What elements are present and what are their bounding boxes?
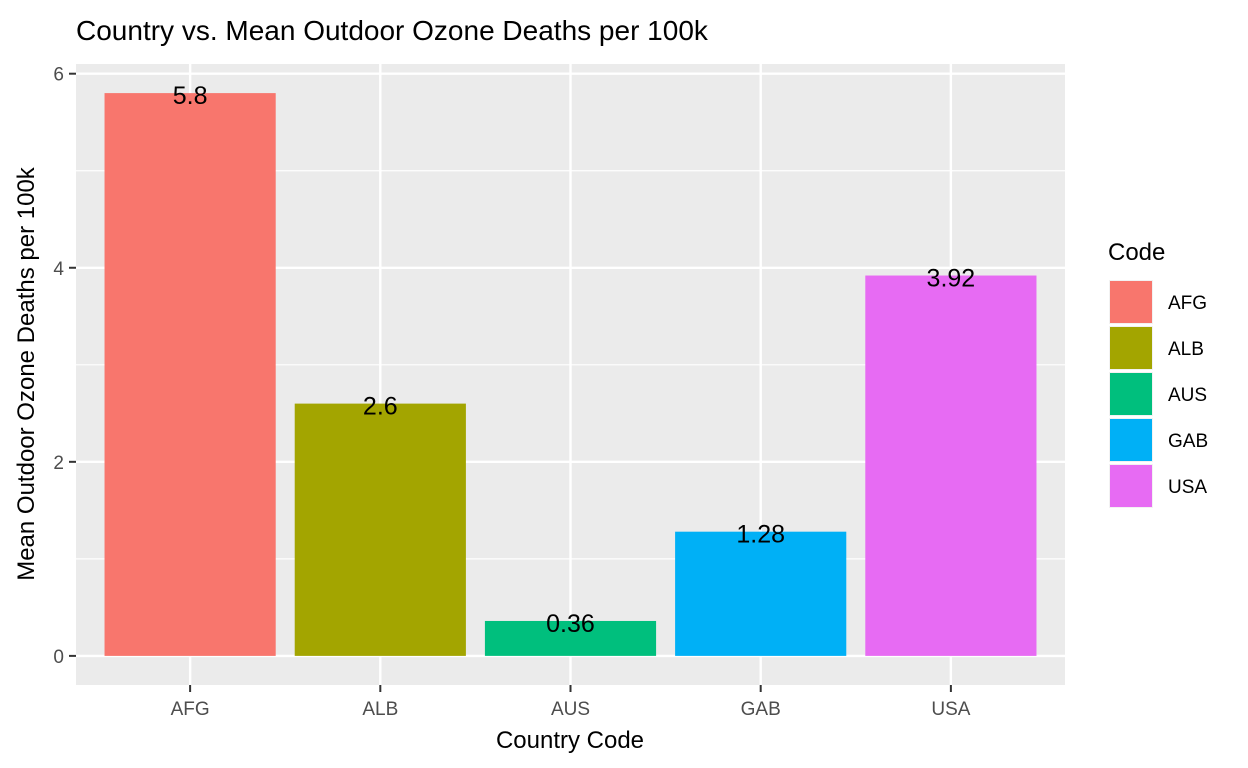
legend-label: ALB xyxy=(1168,339,1204,360)
x-tick-label: USA xyxy=(931,699,970,720)
bar-value-label: 5.8 xyxy=(173,82,208,110)
bar-labels: 5.8 2.6 0.36 1.28 3.92 xyxy=(173,82,975,638)
legend-label: AFG xyxy=(1168,293,1207,314)
y-axis: 0 2 4 6 xyxy=(53,65,76,668)
legend-swatch-afg xyxy=(1110,281,1152,323)
x-tick-label: AFG xyxy=(171,699,210,720)
bar-gab xyxy=(675,531,847,656)
legend-swatch-usa xyxy=(1110,465,1152,507)
bar-value-label: 2.6 xyxy=(363,393,398,421)
x-tick-label: GAB xyxy=(741,699,781,720)
legend: Code AFG ALB AUS GAB USA xyxy=(1108,239,1208,508)
legend-label: USA xyxy=(1168,477,1207,498)
y-tick-label: 0 xyxy=(53,647,64,668)
bar-usa xyxy=(865,275,1037,656)
legend-swatch-alb xyxy=(1110,327,1152,369)
y-axis-title: Mean Outdoor Ozone Deaths per 100k xyxy=(13,166,40,581)
legend-label: GAB xyxy=(1168,431,1208,452)
x-axis-title: Country Code xyxy=(496,727,644,754)
bar-value-label: 1.28 xyxy=(736,521,785,549)
x-axis: AFG ALB AUS GAB USA xyxy=(171,685,971,720)
bar-value-label: 3.92 xyxy=(927,265,976,293)
x-tick-label: AUS xyxy=(551,699,590,720)
y-tick-label: 6 xyxy=(53,65,64,86)
legend-items: AFG ALB AUS GAB USA xyxy=(1109,280,1208,508)
bar-alb xyxy=(294,403,466,656)
bar-aus xyxy=(484,620,657,656)
legend-swatch-gab xyxy=(1110,419,1152,461)
legend-swatch-aus xyxy=(1110,373,1152,415)
bars xyxy=(104,93,1037,656)
legend-label: AUS xyxy=(1168,385,1207,406)
chart-title: Country vs. Mean Outdoor Ozone Deaths pe… xyxy=(76,15,709,46)
y-tick-label: 2 xyxy=(53,453,64,474)
bar-value-label: 0.36 xyxy=(546,610,595,638)
bar-afg xyxy=(104,93,276,656)
y-tick-label: 4 xyxy=(53,259,64,280)
legend-title: Code xyxy=(1108,239,1165,266)
x-tick-label: ALB xyxy=(362,699,398,720)
